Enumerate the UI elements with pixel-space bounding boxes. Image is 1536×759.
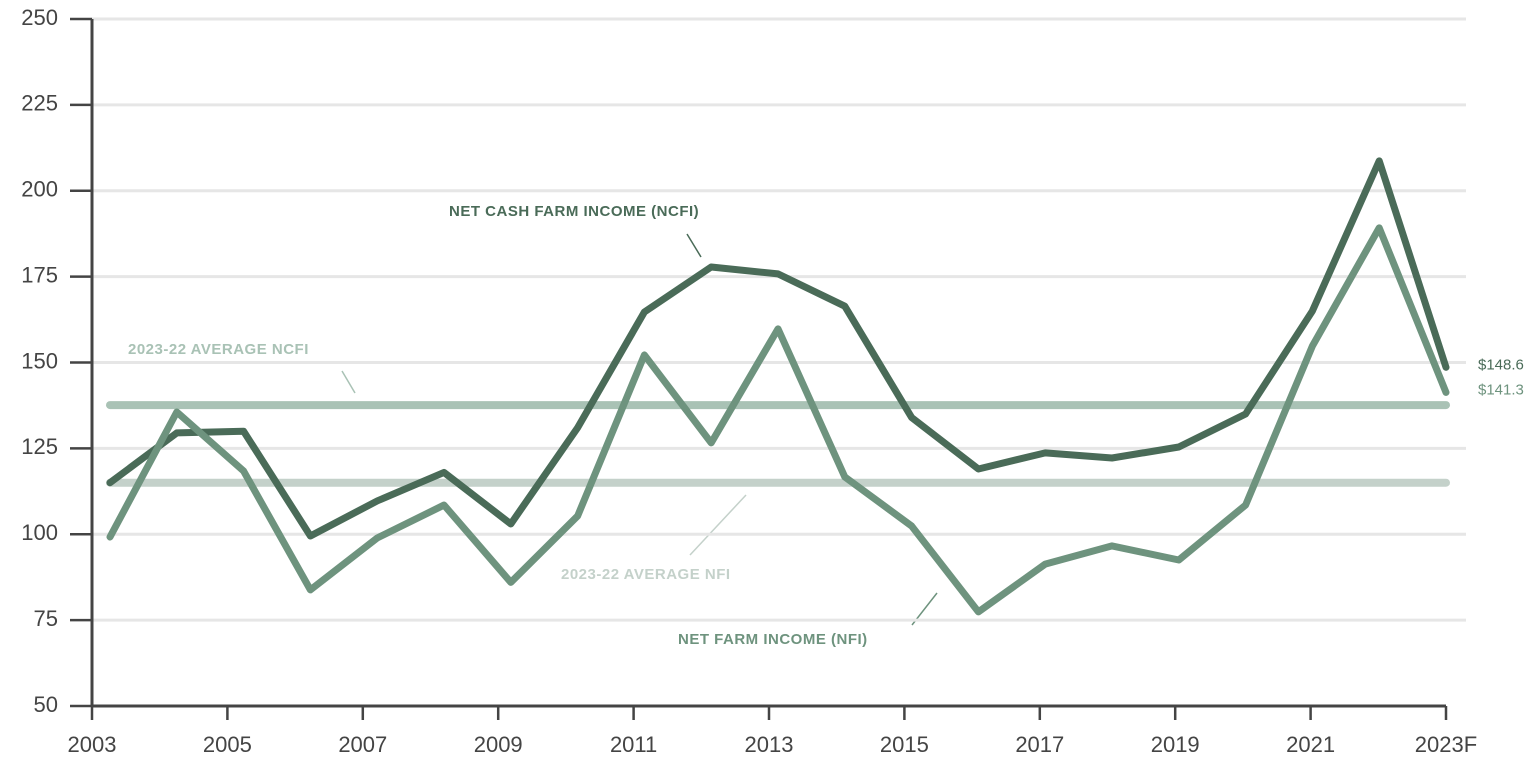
x-tick-label: 2021: [1286, 732, 1335, 757]
x-tick-label: 2007: [338, 732, 387, 757]
y-tick-label: 50: [34, 692, 58, 717]
x-tick-label: 2003: [68, 732, 117, 757]
series-line: [106, 224, 1450, 616]
y-tick-label: 150: [21, 348, 58, 373]
x-tick-label: 2023F: [1415, 732, 1477, 757]
y-tick-label: 225: [21, 91, 58, 116]
x-tick-label: 2013: [745, 732, 794, 757]
y-tick-label: 100: [21, 520, 58, 545]
x-tick-label: 2011: [610, 732, 657, 757]
value-label: $148.6: [1478, 356, 1524, 373]
x-tick-label: 2019: [1151, 732, 1200, 757]
y-tick-label: 75: [34, 606, 58, 631]
leader-line: [341, 370, 356, 394]
y-tick-label: 250: [21, 5, 58, 30]
value-label: $141.3: [1478, 381, 1524, 398]
x-tick-label: 2015: [880, 732, 929, 757]
leader-line: [686, 233, 702, 258]
x-tick-label: 2005: [203, 732, 252, 757]
x-tick-label: 2017: [1015, 732, 1064, 757]
series-label: NET CASH FARM INCOME (NCFI): [449, 203, 699, 220]
series-line: [106, 157, 1450, 540]
average-label: 2023-22 AVERAGE NFI: [561, 566, 731, 583]
x-tick-label: 2009: [474, 732, 523, 757]
leader-line: [689, 494, 747, 556]
y-tick-label: 200: [21, 177, 58, 202]
average-label: 2023-22 AVERAGE NCFI: [128, 341, 309, 358]
y-tick-label: 125: [21, 434, 58, 459]
series-label: NET FARM INCOME (NFI): [678, 631, 868, 648]
y-tick-label: 175: [21, 262, 58, 287]
